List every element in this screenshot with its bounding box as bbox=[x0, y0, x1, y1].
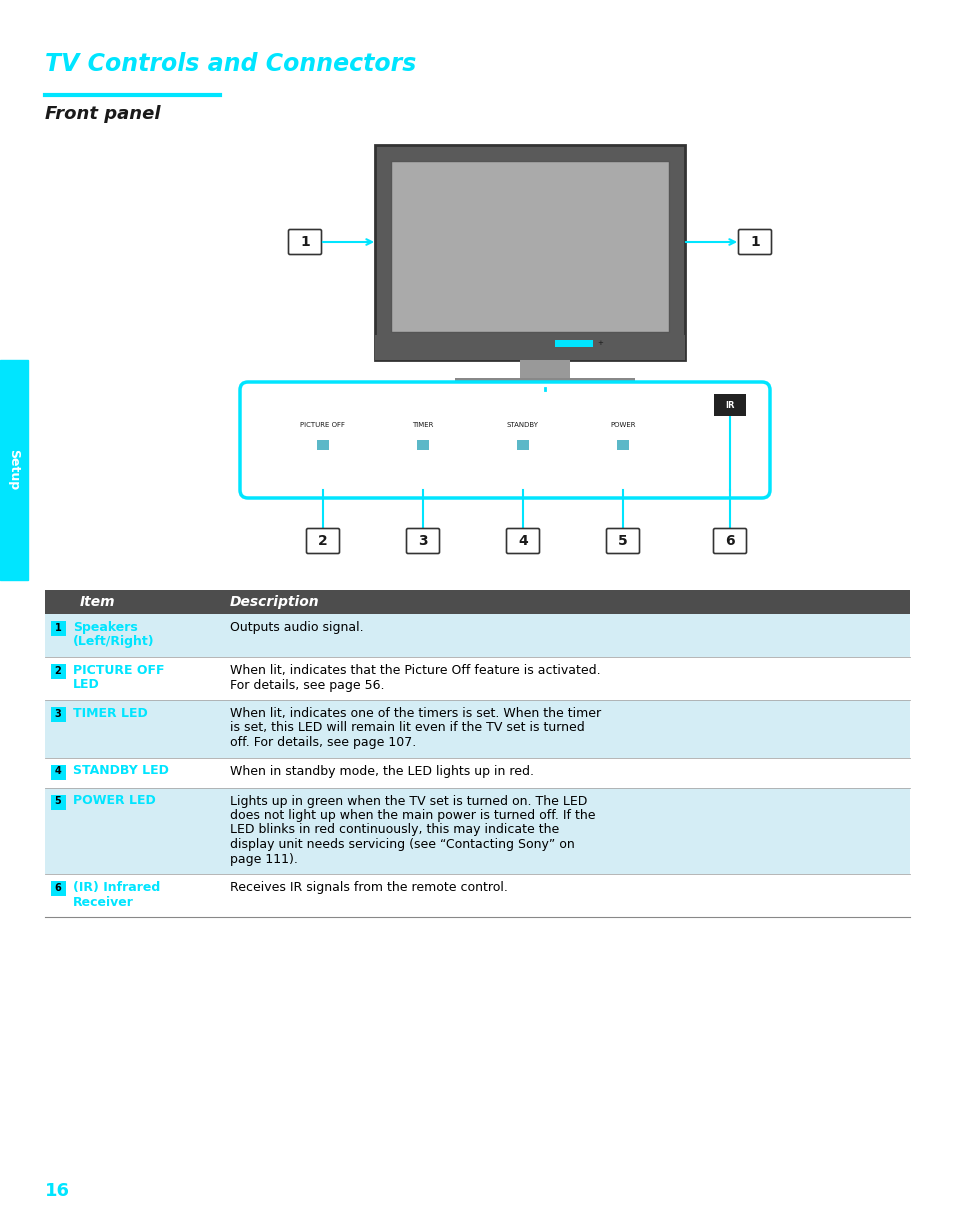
Text: +: + bbox=[597, 340, 602, 346]
Text: (Left/Right): (Left/Right) bbox=[73, 636, 154, 649]
Text: POWER: POWER bbox=[610, 422, 635, 428]
Text: LED blinks in red continuously, this may indicate the: LED blinks in red continuously, this may… bbox=[230, 823, 558, 837]
Bar bbox=[375, 335, 684, 360]
Text: Front panel: Front panel bbox=[45, 106, 160, 123]
Text: Lights up in green when the TV set is turned on. The LED: Lights up in green when the TV set is tu… bbox=[230, 795, 587, 807]
FancyBboxPatch shape bbox=[240, 382, 769, 498]
Bar bbox=[455, 378, 635, 388]
Bar bbox=[45, 757, 909, 788]
Bar bbox=[45, 788, 909, 874]
FancyBboxPatch shape bbox=[406, 529, 439, 553]
Text: 6: 6 bbox=[724, 534, 734, 548]
Text: 3: 3 bbox=[417, 534, 427, 548]
Text: 1: 1 bbox=[749, 236, 760, 249]
Text: 2: 2 bbox=[54, 666, 61, 676]
FancyBboxPatch shape bbox=[306, 529, 339, 553]
Bar bbox=[51, 795, 66, 810]
Text: page 111).: page 111). bbox=[230, 853, 297, 865]
Bar bbox=[51, 664, 66, 679]
Text: STANDBY LED: STANDBY LED bbox=[73, 764, 169, 778]
Text: is set, this LED will remain lit even if the TV set is turned: is set, this LED will remain lit even if… bbox=[230, 721, 584, 735]
Bar bbox=[51, 707, 66, 721]
Text: TV Controls and Connectors: TV Controls and Connectors bbox=[45, 52, 416, 76]
FancyBboxPatch shape bbox=[606, 529, 639, 553]
Text: PICTURE OFF: PICTURE OFF bbox=[300, 422, 345, 428]
Text: 2: 2 bbox=[317, 534, 328, 548]
Bar bbox=[45, 614, 909, 656]
Text: 4: 4 bbox=[517, 534, 527, 548]
Bar bbox=[51, 881, 66, 896]
FancyBboxPatch shape bbox=[713, 529, 745, 553]
FancyBboxPatch shape bbox=[738, 229, 771, 254]
Text: POWER LED: POWER LED bbox=[73, 795, 155, 807]
Bar bbox=[45, 656, 909, 699]
Text: When lit, indicates that the Picture Off feature is activated.: When lit, indicates that the Picture Off… bbox=[230, 664, 600, 677]
Text: Outputs audio signal.: Outputs audio signal. bbox=[230, 621, 363, 634]
Text: Description: Description bbox=[230, 595, 319, 609]
Bar bbox=[316, 440, 329, 450]
Bar bbox=[45, 590, 909, 614]
Text: TIMER LED: TIMER LED bbox=[73, 707, 148, 720]
Text: Setup: Setup bbox=[8, 449, 20, 491]
Text: Speakers: Speakers bbox=[73, 621, 137, 634]
Text: 5: 5 bbox=[618, 534, 627, 548]
Bar bbox=[51, 764, 66, 779]
Text: display unit needs servicing (see “Contacting Sony” on: display unit needs servicing (see “Conta… bbox=[230, 838, 574, 852]
Bar bbox=[391, 161, 668, 333]
Bar bbox=[0, 360, 28, 580]
Text: 3: 3 bbox=[54, 709, 61, 719]
Bar bbox=[517, 440, 529, 450]
FancyBboxPatch shape bbox=[506, 529, 539, 553]
Text: TIMER: TIMER bbox=[412, 422, 434, 428]
Text: Receiver: Receiver bbox=[73, 896, 133, 908]
Text: off. For details, see page 107.: off. For details, see page 107. bbox=[230, 736, 416, 748]
Text: Item: Item bbox=[80, 595, 115, 609]
Text: IR: IR bbox=[724, 400, 734, 410]
Text: When in standby mode, the LED lights up in red.: When in standby mode, the LED lights up … bbox=[230, 764, 534, 778]
Bar bbox=[713, 394, 745, 416]
Text: 5: 5 bbox=[54, 796, 61, 806]
Text: 4: 4 bbox=[54, 767, 61, 777]
Bar bbox=[519, 360, 569, 378]
Text: PICTURE OFF: PICTURE OFF bbox=[73, 664, 164, 677]
Text: For details, see page 56.: For details, see page 56. bbox=[230, 679, 384, 692]
Text: 6: 6 bbox=[54, 883, 61, 893]
Bar bbox=[45, 699, 909, 757]
Text: When lit, indicates one of the timers is set. When the timer: When lit, indicates one of the timers is… bbox=[230, 707, 600, 720]
Bar bbox=[617, 440, 628, 450]
Text: 1: 1 bbox=[54, 623, 61, 633]
Text: STANDBY: STANDBY bbox=[506, 422, 538, 428]
Text: 16: 16 bbox=[45, 1182, 70, 1200]
Text: LED: LED bbox=[73, 679, 100, 692]
Bar bbox=[45, 874, 909, 917]
Text: Receives IR signals from the remote control.: Receives IR signals from the remote cont… bbox=[230, 881, 507, 894]
Text: does not light up when the main power is turned off. If the: does not light up when the main power is… bbox=[230, 809, 595, 822]
Bar bbox=[555, 340, 593, 347]
Bar bbox=[375, 145, 684, 360]
Bar bbox=[51, 621, 66, 636]
Text: 1: 1 bbox=[300, 236, 310, 249]
Bar bbox=[416, 440, 429, 450]
Text: (IR) Infrared: (IR) Infrared bbox=[73, 881, 160, 894]
FancyBboxPatch shape bbox=[288, 229, 321, 254]
